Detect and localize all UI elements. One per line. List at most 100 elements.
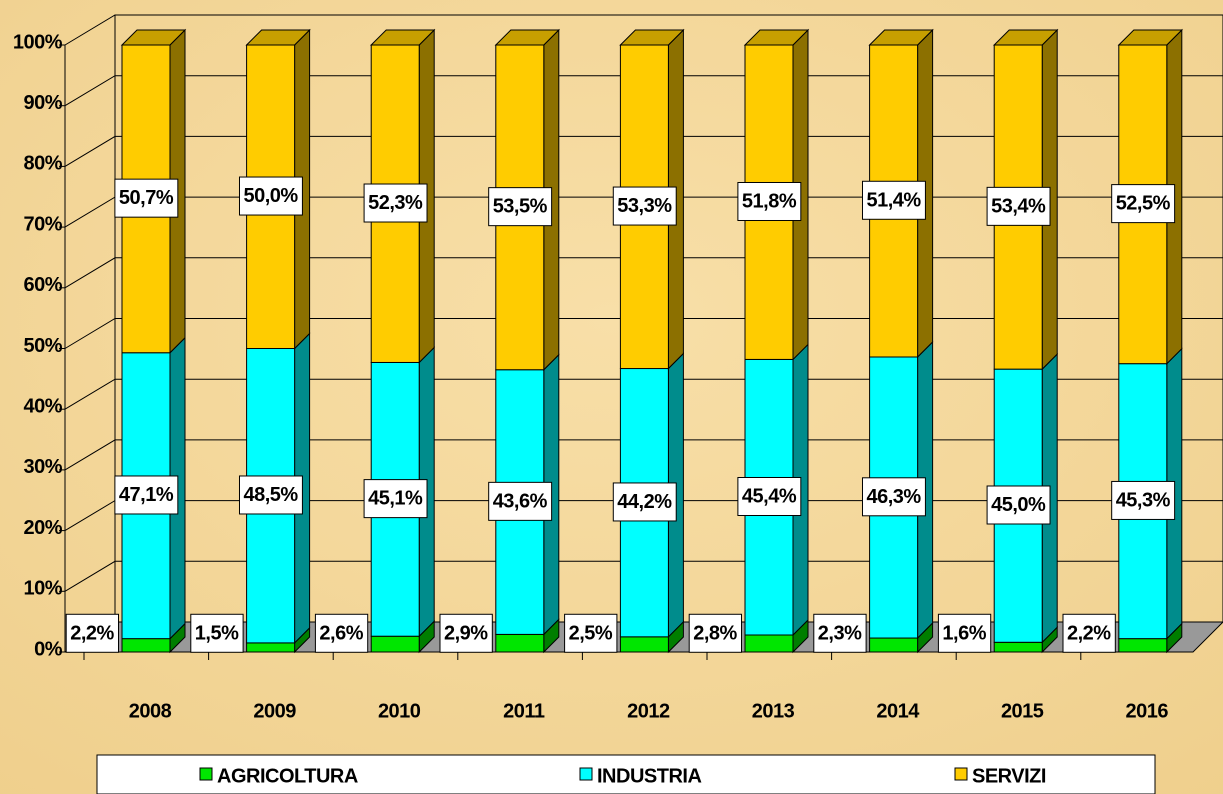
legend-swatch <box>579 767 593 781</box>
bar-shade <box>246 30 310 45</box>
bar-face <box>743 29 810 46</box>
legend-swatch <box>954 767 968 781</box>
data-label: 2,2% <box>70 622 114 644</box>
bar-shade <box>793 620 808 652</box>
legend-label: AGRICOLTURA <box>217 765 358 787</box>
data-label: 2,5% <box>569 622 613 644</box>
bar-shade <box>745 30 808 45</box>
bar-face <box>369 29 436 46</box>
bar-shade <box>869 30 933 45</box>
y-tick-label: 0% <box>34 638 63 660</box>
x-tick-label: 2013 <box>752 700 795 722</box>
bar-face <box>1117 29 1184 46</box>
data-label-box <box>238 475 303 515</box>
bar-face <box>494 29 561 46</box>
grid-line <box>64 560 1223 592</box>
data-label: 44,2% <box>617 491 672 513</box>
data-label-box <box>737 181 802 221</box>
grid-line <box>64 75 1223 107</box>
data-label: 1,6% <box>942 622 986 644</box>
legend-label: SERVIZI <box>972 765 1046 787</box>
data-label-box <box>190 613 244 653</box>
data-label: 52,3% <box>368 192 423 214</box>
x-tick-label: 2008 <box>129 700 172 722</box>
y-tick-label: 100% <box>13 31 63 53</box>
grid-line <box>64 14 1223 46</box>
data-label: 45,3% <box>1116 489 1171 511</box>
data-label-box <box>564 613 618 653</box>
bar-face <box>619 29 685 46</box>
bar-face <box>868 29 934 46</box>
x-tick-label: 2009 <box>253 700 296 722</box>
bar-segment <box>370 635 420 653</box>
data-label-box <box>612 482 677 522</box>
legend-box <box>96 754 1156 794</box>
data-label: 53,4% <box>991 195 1046 217</box>
bar-shade <box>620 30 684 45</box>
y-tick-label: 70% <box>23 213 62 235</box>
data-label-box <box>238 176 303 216</box>
bar-segment <box>869 637 919 653</box>
y-tick-label: 20% <box>23 517 62 539</box>
data-label: 47,1% <box>119 484 174 506</box>
data-label: 53,5% <box>493 196 548 218</box>
data-label-box <box>861 180 926 220</box>
bar-shade <box>294 627 310 652</box>
x-tick-label: 2015 <box>1001 700 1044 722</box>
data-label: 45,4% <box>742 485 797 507</box>
grid-line <box>64 135 1223 167</box>
bar-segment <box>495 633 545 653</box>
y-tick-label: 60% <box>23 274 62 296</box>
x-tick-label: 2014 <box>876 700 920 722</box>
y-tick-label: 10% <box>23 578 62 600</box>
grid-line <box>64 439 1223 471</box>
data-label-box <box>65 613 120 653</box>
data-label: 2,3% <box>818 622 862 644</box>
data-label: 45,0% <box>991 494 1046 516</box>
data-label-box <box>1111 184 1176 224</box>
bar-shade <box>1118 30 1182 45</box>
data-label-box <box>114 178 179 218</box>
data-label-box <box>439 613 493 653</box>
y-tick-label: 50% <box>23 335 62 357</box>
data-label: 45,1% <box>368 488 423 510</box>
data-label-box <box>861 477 926 517</box>
data-label-box <box>114 475 179 515</box>
data-label: 2,2% <box>1067 622 1111 644</box>
bar-face <box>992 29 1059 46</box>
bar-shade <box>994 30 1058 45</box>
data-label-box <box>314 613 369 653</box>
bar-shade <box>1042 627 1058 652</box>
data-label-box <box>488 481 553 521</box>
bar-face <box>245 29 311 46</box>
data-label: 43,6% <box>493 490 548 512</box>
data-label: 1,5% <box>195 622 239 644</box>
data-label-box <box>612 186 677 226</box>
grid-line <box>64 257 1223 289</box>
bar-shade <box>668 621 684 652</box>
data-label: 51,8% <box>742 190 797 212</box>
data-label: 2,6% <box>319 622 363 644</box>
legend-swatch <box>199 767 213 781</box>
bar-segment <box>744 634 794 653</box>
data-label: 53,3% <box>617 195 672 217</box>
bar-shade <box>495 30 559 45</box>
data-label: 2,8% <box>693 622 737 644</box>
data-label: 2,9% <box>444 622 488 644</box>
bar-segment <box>619 636 669 653</box>
bar-shade <box>170 623 185 652</box>
data-label: 50,7% <box>119 187 174 209</box>
bar-shade <box>917 623 933 652</box>
bar-shade <box>371 30 435 45</box>
y-tick-label: 80% <box>23 153 62 175</box>
bar-face <box>120 29 187 46</box>
bar-segment <box>121 638 171 653</box>
x-tick-label: 2012 <box>627 700 670 722</box>
bar-shade <box>122 30 185 45</box>
bar-segment <box>246 642 296 653</box>
data-label-box <box>937 613 992 653</box>
data-label-box <box>488 187 553 227</box>
bar-shade <box>1166 623 1182 652</box>
data-label: 51,4% <box>866 189 921 211</box>
